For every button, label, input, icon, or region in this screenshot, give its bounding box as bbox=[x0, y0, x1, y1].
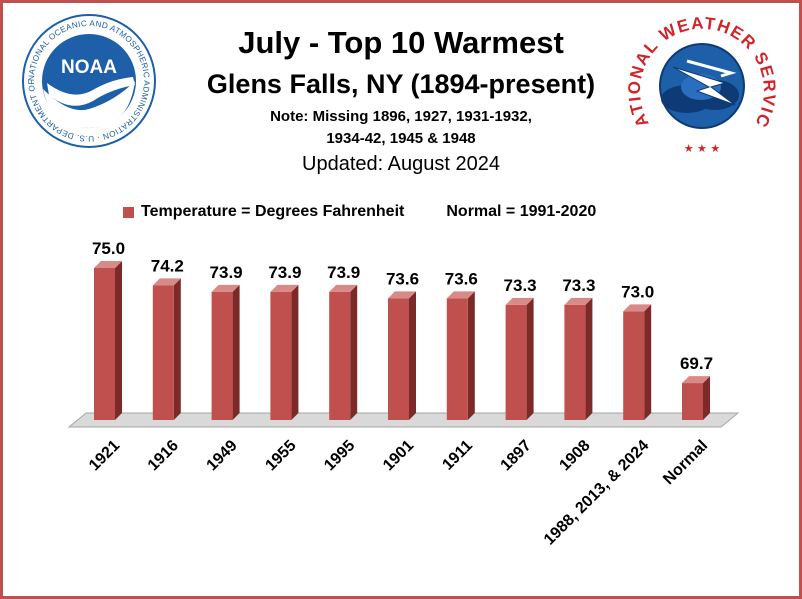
bar-side bbox=[115, 261, 122, 420]
data-label: 69.7 bbox=[680, 354, 713, 373]
bar-side bbox=[585, 297, 593, 420]
data-label: 74.2 bbox=[151, 256, 184, 275]
bar-side bbox=[409, 291, 416, 420]
bar-side bbox=[526, 297, 534, 420]
bar-top bbox=[152, 278, 181, 286]
bar bbox=[505, 304, 527, 420]
updated-text: Updated: August 2024 bbox=[302, 153, 500, 175]
x-tick-label: 1955 bbox=[262, 437, 299, 474]
x-tick-label: 1908 bbox=[556, 437, 593, 474]
bar bbox=[329, 291, 351, 420]
legend-normal-label: Normal = 1991-2020 bbox=[446, 203, 597, 220]
x-tick-label: 1911 bbox=[439, 437, 476, 474]
noaa-text: NOAA bbox=[61, 57, 117, 78]
bar-top bbox=[564, 297, 593, 305]
bar-chart: 75.0 1921 74.2 1916 73.9 1949 73.9 1955 73.9 1995… bbox=[67, 239, 740, 549]
nws-logo: NATIONAL WEATHER SERVICE ★ ★ ★ bbox=[620, 3, 778, 166]
data-label: 73.6 bbox=[386, 269, 419, 288]
x-tick-label: 1916 bbox=[145, 437, 182, 474]
bar-top bbox=[270, 284, 299, 292]
legend-swatch bbox=[123, 206, 134, 218]
note-line-2: 1934-42, 1945 & 1948 bbox=[326, 130, 476, 147]
bar bbox=[682, 383, 703, 420]
chart-title: July - Top 10 Warmest bbox=[238, 25, 564, 60]
bar-top bbox=[446, 291, 475, 299]
bar bbox=[623, 311, 645, 420]
legend: Temperature = Degrees Fahrenheit Normal … bbox=[123, 203, 596, 221]
data-label: 73.9 bbox=[327, 263, 360, 282]
bar-side bbox=[232, 284, 240, 420]
bar-side bbox=[644, 304, 652, 420]
bar bbox=[94, 268, 115, 420]
bar-side bbox=[291, 284, 299, 420]
bar-side bbox=[467, 291, 475, 420]
data-label: 73.6 bbox=[445, 269, 478, 288]
bar bbox=[388, 298, 409, 420]
bar-side bbox=[703, 376, 710, 420]
bar bbox=[211, 291, 233, 420]
bar bbox=[564, 304, 586, 420]
noaa-logo: NATIONAL OCEANIC AND ATMOSPHERIC ADMINIS… bbox=[15, 4, 159, 156]
data-label: 73.9 bbox=[268, 263, 301, 282]
x-tick-label: 1988, 2013, & 2024 bbox=[541, 437, 652, 548]
bar bbox=[446, 298, 468, 420]
data-label: 73.0 bbox=[621, 282, 654, 301]
chart-subtitle: Glens Falls, NY (1894-present) bbox=[206, 69, 596, 99]
x-tick-label: 1995 bbox=[321, 437, 358, 474]
bar-top bbox=[94, 261, 122, 268]
data-label: 73.3 bbox=[504, 276, 537, 295]
bar-top bbox=[388, 291, 416, 299]
x-tick-label: 1897 bbox=[498, 437, 535, 474]
legend-series-label: Temperature = Degrees Fahrenheit bbox=[141, 203, 405, 220]
note-line-1: Note: Missing 1896, 1927, 1931-1932, bbox=[270, 108, 532, 125]
bar-top bbox=[211, 284, 240, 292]
bar-top bbox=[682, 376, 710, 384]
nws-stars-icon: ★ ★ ★ bbox=[684, 142, 721, 155]
x-tick-label: Normal bbox=[660, 437, 711, 488]
bar-top bbox=[505, 297, 534, 305]
x-tick-label: 1949 bbox=[204, 437, 241, 474]
bar-side bbox=[173, 278, 181, 420]
bar bbox=[152, 285, 174, 420]
bar bbox=[270, 291, 292, 420]
x-tick-label: 1901 bbox=[380, 437, 417, 474]
bar-top bbox=[623, 304, 652, 312]
bar-side bbox=[350, 284, 358, 420]
data-label: 73.3 bbox=[562, 276, 595, 295]
data-label: 73.9 bbox=[210, 263, 243, 282]
bar-top bbox=[329, 284, 358, 292]
data-label: 75.0 bbox=[92, 239, 125, 258]
x-tick-label: 1921 bbox=[86, 437, 123, 474]
